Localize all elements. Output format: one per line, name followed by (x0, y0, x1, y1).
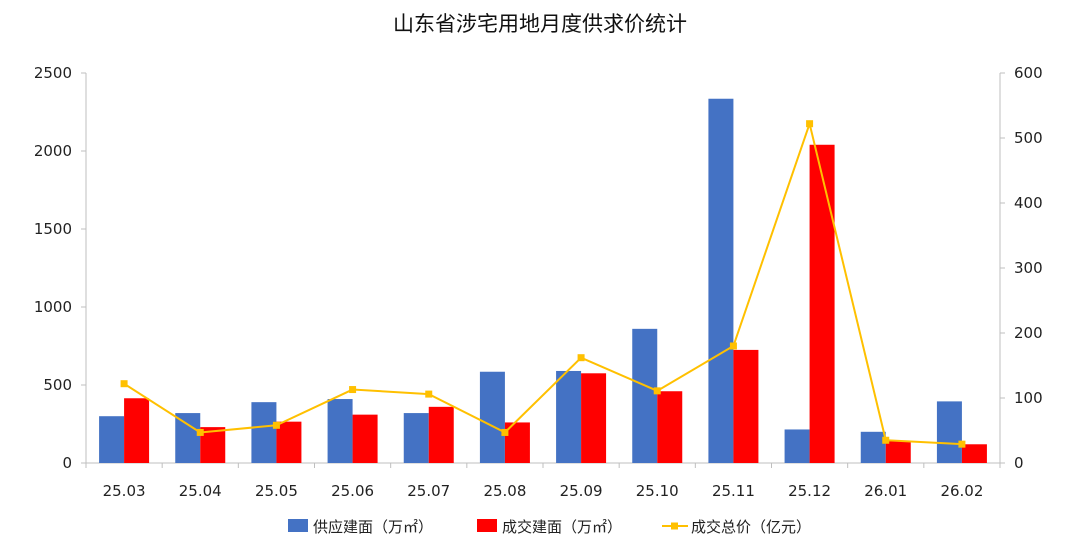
line-point (577, 354, 585, 362)
bar-deal (581, 373, 607, 463)
bar-supply (632, 328, 658, 463)
bar-deal (657, 391, 683, 463)
line-point (806, 120, 814, 128)
line-point (501, 428, 509, 436)
line-point (349, 386, 357, 394)
right-tick-label: 100 (1014, 389, 1043, 407)
bar-deal (200, 427, 226, 463)
x-tick-label: 25.11 (712, 482, 755, 500)
bar-deal (961, 444, 987, 463)
legend-swatch (477, 519, 497, 532)
right-tick-label: 200 (1014, 324, 1043, 342)
line-point (196, 428, 204, 436)
bar-supply (327, 399, 353, 463)
bar-deal (733, 349, 759, 463)
bar-supply (479, 371, 505, 463)
x-tick-label: 26.01 (864, 482, 907, 500)
x-tick-label: 25.09 (560, 482, 603, 500)
bar-supply (556, 370, 582, 463)
x-tick-label: 25.04 (179, 482, 222, 500)
x-tick-label: 25.08 (483, 482, 526, 500)
bar-supply (708, 98, 734, 464)
bar-deal (124, 398, 150, 463)
legend-label: 供应建面（万㎡） (313, 518, 433, 536)
bar-supply (175, 413, 201, 463)
chart-title: 山东省涉宅用地月度供求价统计 (393, 12, 687, 36)
left-tick-label: 1000 (34, 298, 72, 316)
legend-label: 成交建面（万㎡） (502, 518, 622, 536)
line-point (729, 342, 737, 350)
x-tick-label: 25.07 (407, 482, 450, 500)
bar-deal (809, 144, 835, 463)
bar-supply (403, 413, 429, 463)
line-point (425, 390, 433, 398)
x-tick-label: 25.12 (788, 482, 831, 500)
bar-supply (784, 429, 810, 463)
bar-deal (885, 441, 911, 463)
left-tick-label: 2000 (34, 142, 72, 160)
legend-swatch-marker (671, 522, 678, 530)
bar-supply (251, 402, 277, 463)
bar-deal (276, 421, 302, 463)
x-tick-label: 26.02 (940, 482, 983, 500)
x-tick-label: 25.06 (331, 482, 374, 500)
line-point (120, 380, 128, 388)
right-tick-label: 600 (1014, 64, 1043, 82)
bar-deal (352, 414, 378, 463)
bar-supply (860, 431, 886, 463)
x-tick-label: 25.03 (103, 482, 146, 500)
left-tick-label: 0 (62, 454, 72, 472)
line-point (958, 440, 966, 448)
right-tick-label: 300 (1014, 259, 1043, 277)
right-tick-label: 400 (1014, 194, 1043, 212)
left-tick-label: 2500 (34, 64, 72, 82)
right-tick-label: 500 (1014, 129, 1043, 147)
legend-swatch (288, 519, 308, 532)
bar-supply (99, 416, 125, 463)
right-tick-label: 0 (1014, 454, 1024, 472)
bar-supply (936, 401, 962, 463)
x-tick-label: 25.10 (636, 482, 679, 500)
legend-label: 成交总价（亿元） (691, 518, 811, 536)
left-tick-label: 500 (43, 376, 72, 394)
bar-deal (428, 406, 454, 463)
line-total-price (123, 120, 962, 446)
line-point (272, 421, 280, 429)
x-tick-label: 25.05 (255, 482, 298, 500)
left-tick-label: 1500 (34, 220, 72, 238)
line-point (882, 436, 890, 444)
line-point (653, 387, 661, 395)
